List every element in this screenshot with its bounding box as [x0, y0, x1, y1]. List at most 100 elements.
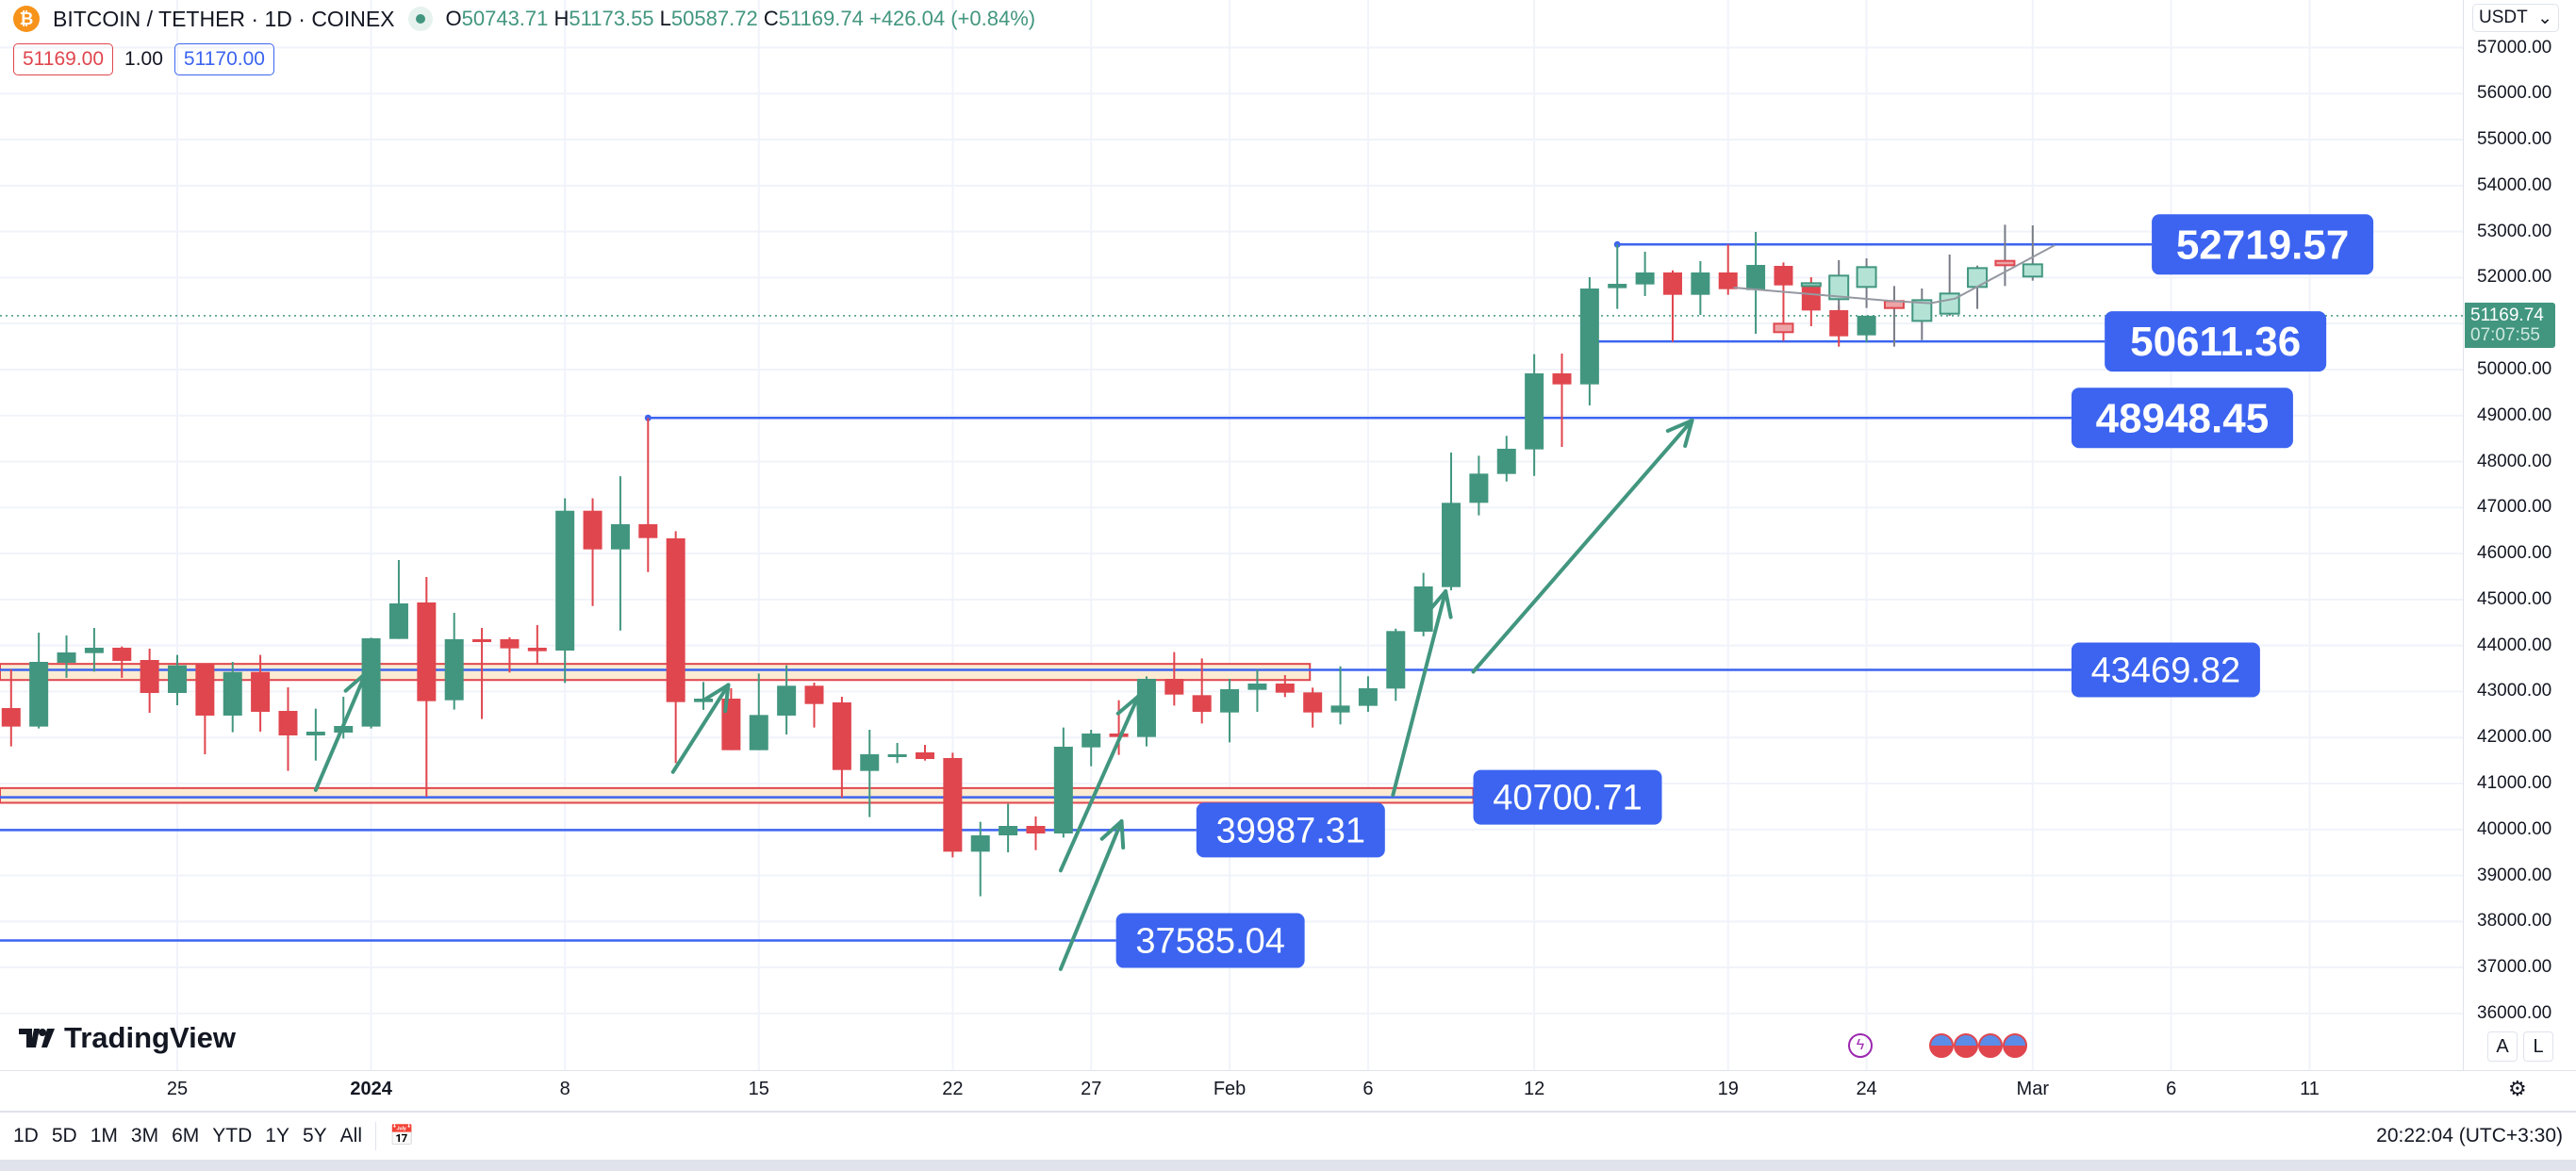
- range-button-6m[interactable]: 6M: [172, 1125, 200, 1146]
- candle-body: [84, 647, 104, 653]
- log-scale-button[interactable]: L: [2523, 1031, 2553, 1062]
- candle-body: [1330, 705, 1350, 713]
- price-axis-label: 43000.00: [2477, 681, 2552, 701]
- support-resistance-zone: [0, 786, 1475, 804]
- trend-arrow-head: [1115, 694, 1141, 716]
- candle-body: [1552, 373, 1572, 385]
- candle-body: [943, 758, 963, 852]
- candle-body: [1, 707, 21, 727]
- auto-scale-button[interactable]: A: [2487, 1031, 2518, 1062]
- close-label: C: [763, 7, 779, 30]
- price-level-label-box: [1115, 913, 1305, 968]
- candle-body: [1718, 272, 1738, 289]
- range-button-1d[interactable]: 1D: [13, 1125, 39, 1146]
- candle-body: [1579, 289, 1599, 385]
- price-level-label-box: [2152, 214, 2374, 275]
- tradingview-logo[interactable]: TradingView: [19, 1021, 236, 1055]
- symbol-title[interactable]: BITCOIN / TETHER · 1D · COINEX: [53, 6, 395, 31]
- trend-arrow-line: [670, 683, 731, 774]
- time-axis-label: 6: [2166, 1079, 2177, 1099]
- candle-body: [1082, 734, 1101, 748]
- range-button-5d[interactable]: 5D: [51, 1125, 77, 1146]
- ghost-feed-path: [1733, 244, 2056, 305]
- trend-arrow-line: [1391, 589, 1448, 798]
- us-flag-event-icon[interactable]: [1954, 1033, 1978, 1058]
- price-level-label: 37585.04: [1135, 922, 1285, 962]
- price-axis-label: 40000.00: [2477, 818, 2552, 839]
- price-axis-label: 50000.00: [2477, 358, 2552, 379]
- candle-body: [417, 602, 437, 701]
- ghost-candle-body: [1773, 322, 1794, 334]
- trend-arrow-line: [1058, 819, 1124, 971]
- us-flag-event-icon[interactable]: [1929, 1033, 1954, 1058]
- candle-body: [278, 711, 298, 736]
- time-axis-label: 22: [942, 1079, 964, 1099]
- candle-body: [112, 647, 132, 661]
- divider: [375, 1122, 376, 1150]
- range-buttons: 1D 5D 1M 3M 6M YTD 1Y 5Y All: [0, 1125, 362, 1147]
- candle-body: [1275, 683, 1295, 693]
- time-axis-label: Feb: [1213, 1079, 1247, 1099]
- ghost-candle-body: [1800, 282, 1822, 288]
- candle-body: [1026, 826, 1046, 834]
- range-button-5y[interactable]: 5Y: [302, 1125, 327, 1146]
- range-button-1m[interactable]: 1M: [90, 1125, 118, 1146]
- trend-arrow-line: [313, 671, 368, 792]
- us-flag-event-icon[interactable]: [2003, 1033, 2027, 1058]
- support-zones: [0, 663, 1475, 804]
- candle-body: [638, 524, 658, 538]
- market-status-icon[interactable]: [407, 7, 433, 31]
- currency-select[interactable]: USDT ⌄: [2472, 4, 2559, 32]
- time-axis-label: 6: [1362, 1079, 1374, 1099]
- currency-value: USDT: [2479, 8, 2528, 27]
- candle-body: [1358, 688, 1378, 706]
- time-axis[interactable]: ⚙ 25 2024 8 15 22 27 Feb 6 12 19 24 Mar 6 11: [0, 1070, 2576, 1111]
- candle-body: [29, 662, 49, 727]
- us-flag-event-icon[interactable]: [1978, 1033, 2003, 1058]
- price-axis[interactable]: 57000.00 56000.00 55000.00 54000.00 53000.00…: [2463, 0, 2576, 1070]
- range-button-ytd[interactable]: YTD: [212, 1125, 253, 1146]
- candle-body: [1496, 448, 1516, 474]
- candle-body: [472, 639, 492, 643]
- clock[interactable]: 20:22:04 (UTC+3:30): [2376, 1125, 2563, 1146]
- range-button-all[interactable]: All: [339, 1125, 362, 1146]
- price-level-label: 48948.45: [2096, 395, 2270, 441]
- ghost-candle-body: [1939, 292, 1960, 315]
- buy-button[interactable]: 51170.00: [173, 43, 274, 75]
- price-axis-label: 52000.00: [2477, 267, 2552, 288]
- lightning-event-icon[interactable]: ϟ: [1848, 1033, 1873, 1058]
- candle-body: [1801, 285, 1821, 311]
- candle-body: [832, 701, 851, 770]
- candle-body: [1774, 266, 1793, 286]
- candle-body: [1136, 679, 1156, 737]
- date-range-calendar-icon[interactable]: 📅: [389, 1125, 415, 1146]
- price-level-label: 40700.71: [1493, 779, 1643, 818]
- candle-body: [1386, 631, 1406, 689]
- close-value: 51169.74: [778, 7, 864, 30]
- range-button-1y[interactable]: 1Y: [265, 1125, 289, 1146]
- sell-button[interactable]: 51169.00: [13, 43, 114, 75]
- candle-body: [1662, 272, 1682, 295]
- candle-body: [1220, 688, 1240, 713]
- settings-gear-icon[interactable]: ⚙: [2508, 1077, 2527, 1100]
- ohlc-values: O50743.71 H51173.55 L50587.72 C51169.74 …: [446, 7, 1036, 31]
- candle-body: [1857, 315, 1876, 336]
- candle-body: [694, 698, 714, 702]
- candle-body: [57, 652, 76, 663]
- price-chart[interactable]: 52719.57 50611.36 48948.45 43469.82 40700.71…: [0, 0, 2463, 1070]
- price-axis-label: 48000.00: [2477, 451, 2552, 471]
- candle-body: [999, 826, 1018, 836]
- trend-arrow-line: [1058, 694, 1141, 873]
- candle-body: [500, 639, 520, 649]
- range-button-3m[interactable]: 3M: [130, 1125, 159, 1146]
- trend-arrow-head: [1136, 694, 1142, 725]
- level-labels: 52719.57 50611.36 48948.45 43469.82 40700.71…: [1115, 214, 2374, 968]
- trend-arrow-head: [1427, 589, 1448, 614]
- price-axis-label: 42000.00: [2477, 727, 2552, 748]
- candle-body: [1608, 284, 1627, 289]
- low-label: L: [659, 7, 671, 30]
- trend-arrow-line: [1471, 418, 1694, 674]
- time-axis-label: 11: [2300, 1079, 2320, 1099]
- time-axis-label: 12: [1524, 1079, 1545, 1099]
- time-axis-label: 25: [166, 1079, 189, 1099]
